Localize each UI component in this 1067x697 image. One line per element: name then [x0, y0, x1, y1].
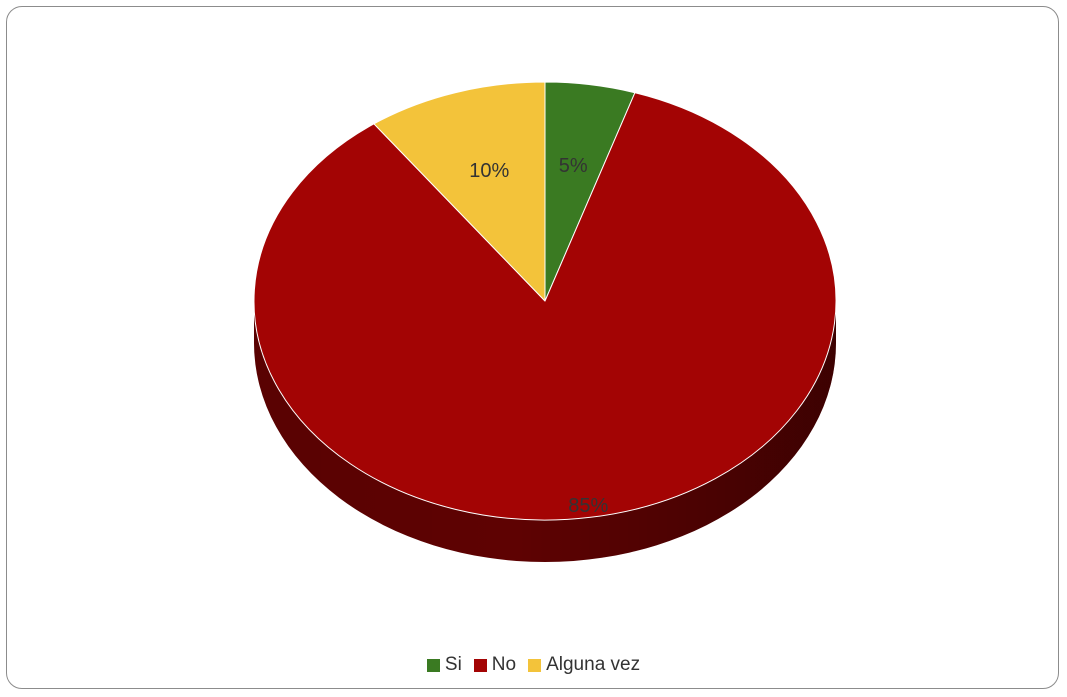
legend-item-alguna-vez: Alguna vez [528, 654, 640, 676]
pie-side [254, 301, 836, 562]
pie-slice-alguna-vez [373, 81, 546, 302]
legend-label-si: Si [444, 654, 462, 675]
data-label-alguna-vez: 10% [469, 160, 509, 182]
legend: Si No Alguna vez [0, 654, 1067, 676]
legend-swatch-si [426, 658, 440, 672]
legend-swatch-no [473, 658, 487, 672]
legend-swatch-alguna-vez [528, 658, 542, 672]
data-label-si: 5% [559, 155, 588, 177]
legend-item-no: No [473, 654, 517, 676]
legend-item-si: Si [426, 654, 462, 676]
pie-top [253, 81, 837, 521]
legend-label-alguna-vez: Alguna vez [546, 654, 641, 675]
data-label-no: 85% [568, 495, 608, 517]
pie-side-shade-no [254, 301, 836, 562]
legend-label-no: No [491, 654, 517, 675]
pie-slice-no [253, 92, 837, 521]
pie-labels: 5% 85% 10% [469, 155, 608, 517]
